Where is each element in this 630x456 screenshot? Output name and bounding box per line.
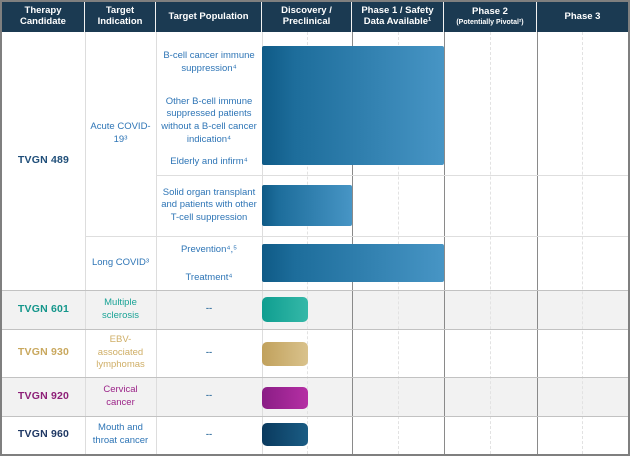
indication-label: EBV-associated lymphomas: [96, 334, 145, 371]
population-label: Treatment⁴: [185, 272, 233, 284]
candidate-tvgn489: TVGN 489: [2, 32, 85, 290]
population-treatment: Treatment⁴: [156, 265, 262, 292]
separator-tvgn920-tvgn960: [2, 416, 628, 417]
population-solid-organ-transplant: Solid organ transplant and patients with…: [156, 175, 262, 236]
indication-long-covid: Long COVID³: [85, 236, 156, 290]
indication-label: Cervical cancer: [103, 383, 138, 408]
population-other-bcell: Other B-cell immune suppressed patients …: [156, 92, 262, 150]
bar-tvgn930: [262, 342, 308, 366]
indication-acute-covid19: Acute COVID-19³: [85, 32, 156, 236]
population-tvgn930: --: [156, 329, 262, 377]
row-shade-tvgn920: [2, 377, 628, 416]
population-label: Solid organ transplant and patients with…: [161, 186, 257, 223]
population-label: --: [205, 346, 213, 358]
gridline-col-phase2-phase3: [537, 32, 538, 454]
bar-tvgn489-long-covid: [262, 244, 444, 282]
population-label: Prevention⁴,⁵: [180, 244, 238, 256]
separator-tvgn930-tvgn920: [2, 377, 628, 378]
candidate-tvgn920: TVGN 920: [2, 377, 85, 416]
separator-tvgn489-tvgn601: [2, 290, 628, 291]
population-tvgn601: --: [156, 290, 262, 329]
gridline-col-phase1-phase2: [444, 32, 445, 454]
population-label: B-cell cancer immune suppression⁴: [163, 50, 255, 74]
population-label: --: [205, 390, 213, 402]
indication-cervical-cancer: Cervical cancer: [85, 377, 156, 416]
column-header-phase2: Phase 2 (Potentially Pivotal²): [444, 2, 537, 32]
candidate-tvgn601: TVGN 601: [2, 290, 85, 329]
candidate-label: TVGN 601: [17, 302, 70, 315]
gridline-col-discovery-phase1: [352, 32, 353, 454]
population-label: --: [205, 428, 213, 440]
population-elderly-infirm: Elderly and infirm⁴: [156, 150, 262, 175]
candidate-label: TVGN 489: [17, 154, 70, 167]
column-header-therapy-candidate: Therapy Candidate: [2, 2, 85, 32]
bar-tvgn489-acute-transplant: [262, 185, 352, 226]
column-header-label: Discovery / Preclinical: [281, 5, 332, 27]
bar-tvgn960: [262, 423, 308, 446]
candidate-label: TVGN 930: [17, 346, 70, 359]
column-header-label: Phase 2: [472, 6, 508, 18]
candidate-label: TVGN 920: [17, 389, 70, 402]
column-header-discovery-preclinical: Discovery / Preclinical: [262, 2, 352, 32]
candidate-label: TVGN 960: [17, 428, 70, 441]
column-header-target-indication: Target Indication: [85, 2, 156, 32]
gridline-mid-phase2: [490, 32, 491, 454]
population-tvgn960: --: [156, 416, 262, 454]
indication-mouth-throat-cancer: Mouth and throat cancer: [85, 416, 156, 454]
gridline-col-population-discovery: [262, 32, 263, 454]
row-shade-tvgn601: [2, 290, 628, 329]
bar-tvgn920: [262, 387, 308, 409]
indication-label: Mouth and throat cancer: [92, 422, 149, 446]
population-label: Other B-cell immune suppressed patients …: [161, 95, 257, 145]
gridline-mid-phase3: [582, 32, 583, 454]
indication-ebv-lymphomas: EBV-associated lymphomas: [85, 329, 156, 377]
column-header-label: Target Population: [168, 10, 249, 22]
indication-multiple-sclerosis: Multiple sclerosis: [85, 290, 156, 329]
column-header-label: Phase 1 / Safety Data Available¹: [361, 5, 434, 27]
population-label: Elderly and infirm⁴: [170, 156, 248, 168]
gridline-col-candidate-indication: [85, 32, 86, 454]
column-header-phase3: Phase 3: [537, 2, 628, 32]
gridline-mid-discovery: [307, 32, 308, 454]
column-header-label: Target Indication: [97, 5, 143, 27]
candidate-tvgn960: TVGN 960: [2, 416, 85, 454]
indication-label: Acute COVID-19³: [90, 121, 151, 145]
indication-label: Multiple sclerosis: [102, 296, 139, 321]
column-header-sublabel: (Potentially Pivotal²): [456, 18, 524, 26]
bar-tvgn601: [262, 297, 308, 322]
bar-tvgn489-acute-main: [262, 46, 444, 165]
separator-tvgn601-tvgn930: [2, 329, 628, 330]
gridline-col-indication-population: [156, 32, 157, 454]
column-header-label: Phase 3: [564, 10, 601, 22]
candidate-tvgn930: TVGN 930: [2, 329, 85, 377]
gridline-mid-phase1: [398, 32, 399, 454]
separator-acute-subrows: [156, 175, 628, 176]
separator-acute-longcovid: [85, 236, 628, 237]
column-header-label: Therapy Candidate: [20, 5, 66, 27]
population-prevention: Prevention⁴,⁵: [156, 236, 262, 265]
population-tvgn920: --: [156, 377, 262, 416]
population-label: --: [205, 303, 213, 315]
column-header-target-population: Target Population: [156, 2, 262, 32]
column-header-phase1: Phase 1 / Safety Data Available¹: [352, 2, 444, 32]
indication-label: Long COVID³: [91, 256, 150, 268]
population-bcell-cancer: B-cell cancer immune suppression⁴: [156, 34, 262, 92]
